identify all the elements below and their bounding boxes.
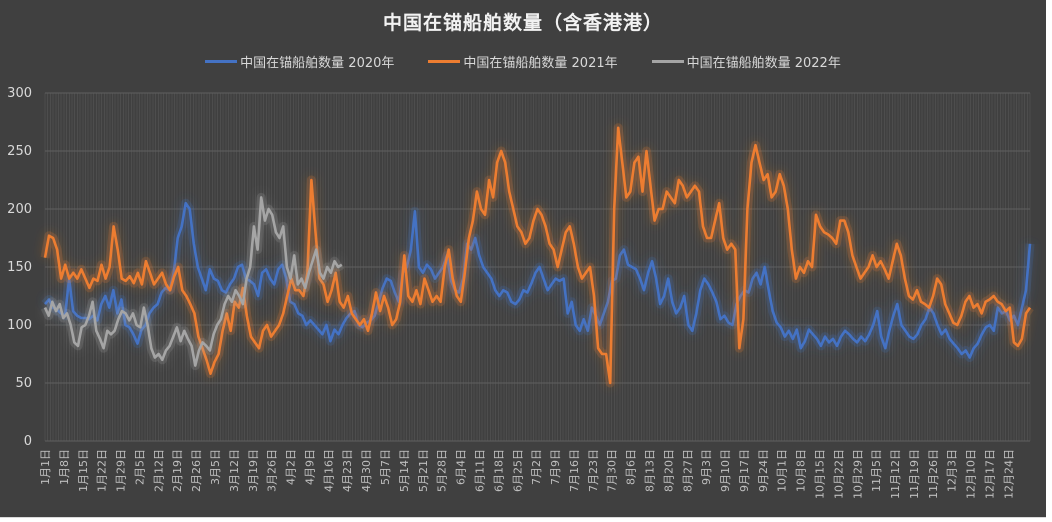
legend-item-2020[interactable]: 中国在锚船舶数量 2020年 [205, 52, 394, 71]
series-2020-line [44, 201, 1032, 359]
x-tick-label: 4月30日 [360, 449, 373, 492]
x-tick-label: 8月6日 [625, 449, 638, 485]
x-tick-label: 9月17日 [738, 449, 751, 492]
legend-label-2020: 中国在锚船舶数量 2020年 [240, 56, 395, 71]
x-tick-label: 11月5日 [870, 449, 883, 492]
x-tick-label: 7月23日 [587, 449, 600, 492]
y-tick-label: 150 [7, 260, 32, 275]
legend-swatch-2021 [428, 60, 461, 63]
x-tick-label: 6月4日 [455, 449, 468, 485]
x-tick-label: 10月1日 [776, 449, 789, 492]
x-tick-label: 4月23日 [341, 449, 354, 492]
y-tick-label: 50 [15, 376, 32, 391]
x-tick-label: 7月2日 [530, 449, 543, 485]
x-tick-label: 4月2日 [285, 449, 298, 485]
x-tick-label: 1月15日 [77, 449, 90, 492]
x-tick-label: 9月10日 [719, 449, 732, 492]
x-tick-label: 8月13日 [643, 449, 656, 492]
x-tick-label: 12月24日 [1002, 449, 1015, 499]
x-tick-label: 5月7日 [379, 449, 392, 485]
x-tick-label: 12月17日 [984, 449, 997, 499]
y-tick-label: 200 [7, 202, 32, 217]
x-tick-label: 5月28日 [436, 449, 449, 492]
x-tick-label: 8月27日 [681, 449, 694, 492]
x-tick-label: 9月3日 [700, 449, 713, 485]
x-tick-label: 1月1日 [39, 449, 52, 485]
legend-item-2021[interactable]: 中国在锚船舶数量 2021年 [428, 52, 618, 71]
y-tick-label: 300 [7, 86, 32, 101]
x-tick-label: 3月19日 [247, 449, 260, 492]
legend-label-2022: 中国在锚船舶数量 2022年 [686, 56, 841, 71]
x-tick-label: 1月22日 [96, 449, 109, 492]
x-tick-label: 6月11日 [473, 449, 486, 492]
x-tick-label: 10月8日 [795, 449, 808, 492]
x-tick-label: 4月16日 [322, 449, 335, 492]
x-tick-label: 10月29日 [851, 449, 864, 499]
x-tick-label: 4月9日 [303, 449, 316, 485]
series-lines [40, 123, 1035, 388]
y-axis: 0 50 100 150 200 250 300 [7, 86, 32, 449]
x-tick-label: 7月16日 [568, 449, 581, 492]
x-tick-label: 8月20日 [662, 449, 675, 492]
y-tick-label: 250 [7, 144, 32, 159]
x-tick-label: 1月29日 [115, 449, 128, 492]
x-tick-label: 5月14日 [398, 449, 411, 492]
legend-label-2021: 中国在锚船舶数量 2021年 [463, 56, 618, 71]
x-tick-label: 3月12日 [228, 449, 241, 492]
x-tick-label: 7月30日 [606, 449, 619, 492]
chart-legend: 中国在锚船舶数量 2020年 中国在锚船舶数量 2021年 中国在锚船舶数量 2… [0, 52, 1046, 71]
x-tick-label: 6月18日 [492, 449, 505, 492]
x-tick-label: 3月5日 [209, 449, 222, 485]
x-tick-label: 12月10日 [965, 449, 978, 499]
x-tick-label: 2月26日 [190, 449, 203, 492]
x-tick-label: 2月19日 [171, 449, 184, 492]
sheet-edge [1046, 0, 1052, 522]
x-tick-label: 3月26日 [266, 449, 279, 492]
x-tick-label: 6月25日 [511, 449, 524, 492]
x-tick-label: 12月3日 [946, 449, 959, 492]
x-tick-label: 11月26日 [927, 449, 940, 499]
y-tick-label: 0 [24, 434, 32, 449]
legend-swatch-2020 [205, 60, 238, 63]
x-tick-label: 2月5日 [133, 449, 146, 485]
x-tick-label: 11月12日 [889, 449, 902, 499]
x-tick-label: 10月15日 [814, 449, 827, 499]
legend-item-2022[interactable]: 中国在锚船舶数量 2022年 [651, 52, 841, 71]
x-tick-label: 10月22日 [832, 449, 845, 499]
x-tick-label: 1月8日 [58, 449, 71, 485]
x-tick-label: 11月19日 [908, 449, 921, 499]
chart-title: 中国在锚船舶数量（含香港港） [382, 12, 663, 34]
series-2022-line [43, 196, 343, 367]
y-tick-label: 100 [7, 318, 32, 333]
legend-swatch-2022 [651, 60, 684, 63]
x-tick-label: 5月21日 [417, 449, 430, 492]
x-tick-label: 2月12日 [152, 449, 165, 492]
series-2021-line [43, 126, 1032, 385]
x-tick-label: 9月24日 [757, 449, 770, 492]
x-axis: 1月1日 1月8日 1月15日 1月22日 1月29日 2月5日 2月12日 2月19日 2月2… [39, 449, 1015, 499]
x-tick-label: 7月9日 [549, 449, 562, 485]
